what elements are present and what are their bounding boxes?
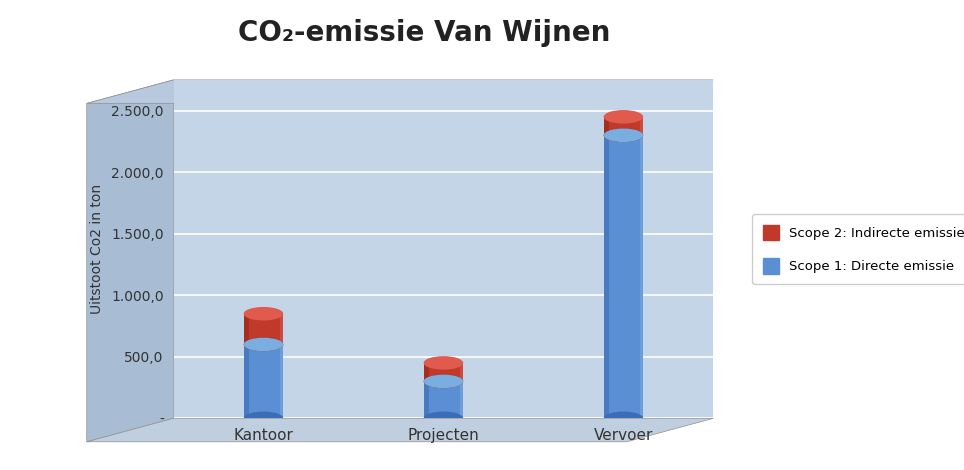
Ellipse shape xyxy=(603,128,643,142)
Ellipse shape xyxy=(603,128,643,142)
Bar xyxy=(603,117,643,135)
Bar xyxy=(460,363,464,381)
Bar xyxy=(244,345,283,418)
Bar xyxy=(603,117,608,135)
Bar xyxy=(603,135,608,418)
Bar xyxy=(244,313,283,345)
Legend: Scope 2: Indirecte emissie, Scope 1: Directe emissie: Scope 2: Indirecte emissie, Scope 1: Dir… xyxy=(752,214,964,284)
Bar xyxy=(244,313,249,345)
Ellipse shape xyxy=(423,412,464,425)
Bar xyxy=(423,381,464,418)
Ellipse shape xyxy=(423,356,464,370)
Bar xyxy=(423,381,429,418)
Bar xyxy=(280,345,283,418)
Text: CO₂-emissie Van Wijnen: CO₂-emissie Van Wijnen xyxy=(238,19,610,47)
Y-axis label: Uitstoot Co2 in ton: Uitstoot Co2 in ton xyxy=(91,184,104,314)
Bar xyxy=(460,381,464,418)
Bar xyxy=(423,363,464,381)
Ellipse shape xyxy=(244,412,283,425)
Bar xyxy=(640,117,643,135)
Ellipse shape xyxy=(423,375,464,388)
Ellipse shape xyxy=(244,338,283,351)
Bar xyxy=(640,135,643,418)
Bar xyxy=(244,345,249,418)
Ellipse shape xyxy=(244,338,283,351)
Bar xyxy=(423,363,429,381)
Ellipse shape xyxy=(603,412,643,425)
Ellipse shape xyxy=(244,307,283,321)
Bar xyxy=(603,135,643,418)
Ellipse shape xyxy=(603,110,643,124)
Bar xyxy=(280,313,283,345)
Ellipse shape xyxy=(423,375,464,388)
